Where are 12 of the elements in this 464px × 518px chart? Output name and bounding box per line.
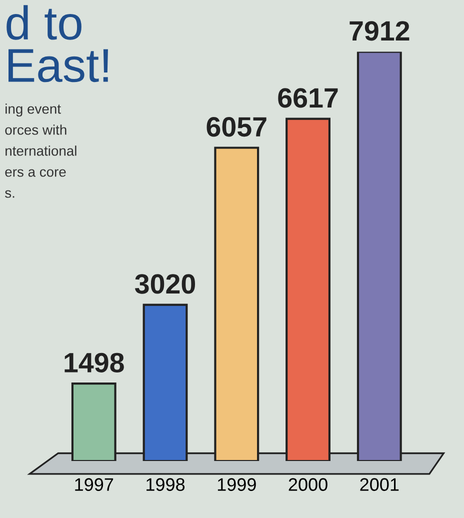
- annotation: ing event orces with nternational ers a core s.: [5, 104, 76, 198]
- data-label: 6057: [206, 117, 266, 137]
- x-tick-label: 2001: [360, 478, 399, 491]
- x-tick-label: 1999: [218, 478, 256, 491]
- data-label: 3020: [135, 274, 196, 294]
- data-label: 6617: [278, 88, 338, 108]
- x-tick-label: 1997: [75, 478, 114, 491]
- data-label: 7912: [350, 21, 410, 41]
- x-tick-label: 1998: [146, 478, 185, 491]
- x-tick-label: 2000: [288, 478, 328, 491]
- chart-title: d to East!: [6, 5, 108, 82]
- data-label: 1498: [64, 352, 124, 372]
